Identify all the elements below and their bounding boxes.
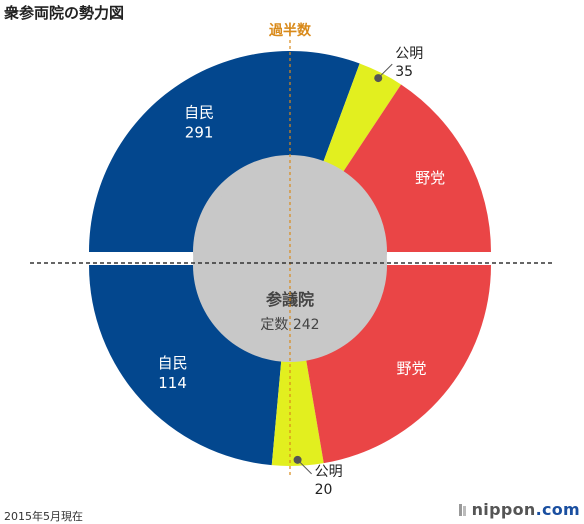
upper-slice-name-2: 野党 (396, 360, 426, 378)
upper-house-slice-1 (271, 265, 324, 466)
upper-house-total: 定数 242 (260, 317, 319, 333)
brand-logo: nippon.com (458, 500, 580, 519)
upper-komeito-leader (297, 459, 312, 475)
lower-slice-name-0: 自民 (184, 104, 214, 122)
lower-slice-value-0: 291 (185, 124, 214, 142)
brand-domain: .com (535, 500, 580, 519)
page-title: 衆参両院の勢力図 (4, 4, 125, 22)
upper-slice-value-0: 114 (158, 374, 187, 392)
brand-mark-icon (458, 504, 466, 516)
lower-komeito-leader (377, 63, 393, 79)
footnote-date: 2015年5月現在 (4, 510, 83, 523)
lower-komeito-name: 公明 (395, 46, 423, 62)
upper-slice-name-0: 自民 (158, 354, 188, 372)
upper-komeito-value: 20 (315, 482, 333, 498)
upper-komeito-name: 公明 (315, 464, 343, 480)
lower-slice-name-2: 野党 (415, 169, 445, 187)
majority-label: 過半数 (268, 22, 312, 39)
brand-name: nippon (471, 500, 536, 519)
lower-komeito-value: 35 (395, 64, 413, 80)
